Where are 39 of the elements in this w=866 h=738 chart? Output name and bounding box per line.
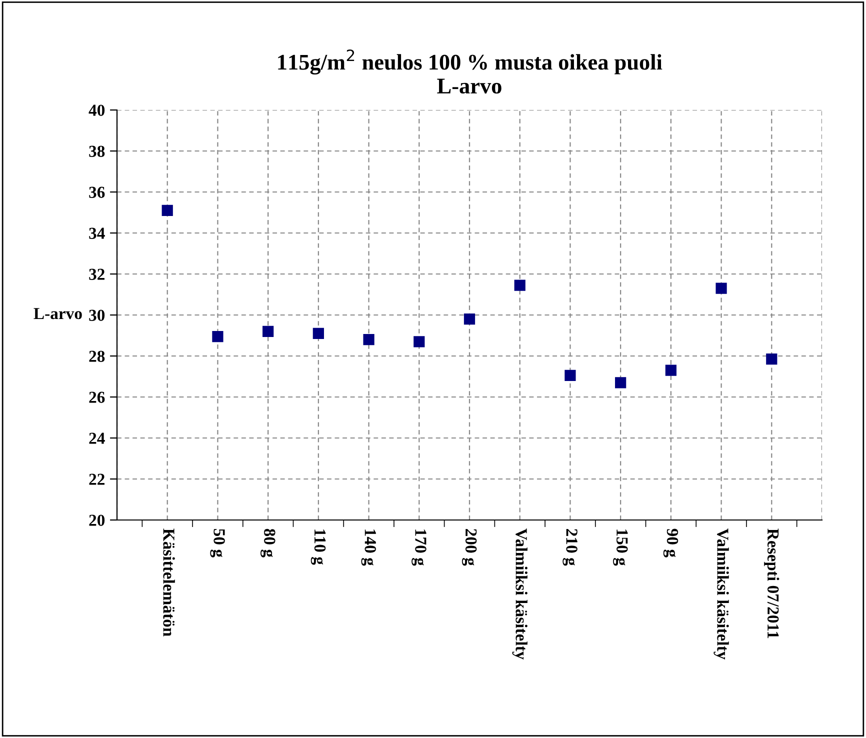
point: [312, 328, 324, 340]
x-tick-label: Valmiiksi käsitelty: [512, 528, 528, 660]
x-tick-label: 200 g: [462, 529, 477, 566]
point: [414, 336, 425, 348]
y-tick-label: 36: [89, 186, 105, 198]
point: [564, 370, 576, 382]
x-tick-label: 170 g: [412, 530, 426, 566]
point: [212, 330, 224, 342]
y-axis-title: L-arvo: [34, 308, 82, 320]
y-tick-label: 22: [89, 474, 104, 485]
point: [262, 326, 274, 337]
y-tick-label: 28: [89, 350, 105, 362]
x-tick-label: Valmiiksi käsitelty: [714, 528, 729, 660]
x-tick-label: Käsittelemätön: [163, 528, 175, 636]
y-tick-label: 20: [89, 514, 105, 526]
x-tick-label: 80 g: [260, 528, 276, 558]
x-tick-label: 210 g: [562, 529, 578, 566]
point: [464, 314, 476, 325]
point: [363, 334, 374, 346]
y-tick-label: 24: [89, 432, 105, 444]
point: [514, 280, 526, 291]
point: [615, 377, 626, 388]
x-tick-label: 110 g: [310, 530, 326, 565]
x-tick-label: Resepti 07/2011: [764, 528, 780, 638]
point: [162, 204, 173, 216]
chart-title: 115g/m$^{2}$ neulos 100 % musta oikea puoli L-arvo: [278, 49, 662, 94]
y-tick-label: 26: [89, 392, 105, 403]
x-tick-label: 150 g: [613, 530, 628, 566]
y-tick-label: 40: [88, 104, 105, 116]
x-tick-label: 90 g: [663, 528, 678, 558]
y-tick-label: 38: [89, 146, 105, 157]
x-tick-label: 50 g: [210, 529, 225, 558]
x-tick-label: 140 g: [361, 530, 376, 566]
y-tick-label: 34: [89, 228, 105, 239]
point: [766, 354, 778, 365]
point: [665, 364, 676, 376]
y-tick-label: 32: [89, 268, 104, 280]
y-tick-label: 30: [89, 310, 105, 321]
point: [716, 282, 727, 294]
